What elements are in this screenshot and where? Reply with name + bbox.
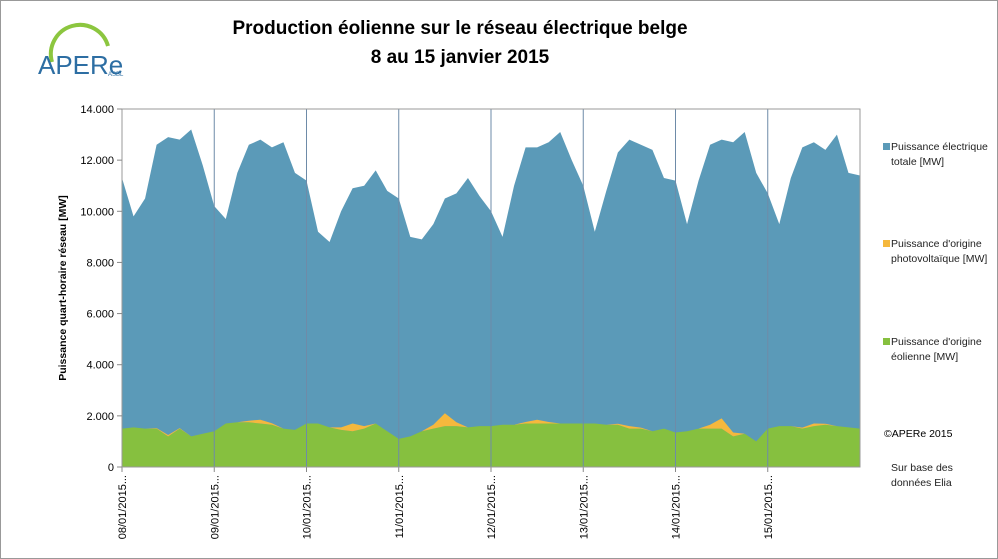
logo-sub: ASBL (108, 72, 124, 78)
y-tick-label: 2.000 (86, 411, 114, 423)
note: ©APERe 2015 (884, 428, 953, 440)
y-tick-label: 14.000 (80, 104, 114, 116)
legend-label: Puissance électrique totale [MW] (891, 141, 988, 168)
x-tick-label: 14/01/2015... (671, 475, 683, 539)
legend-swatch (883, 240, 890, 247)
legend-swatch (883, 338, 890, 345)
x-tick-label: 15/01/2015... (763, 475, 775, 539)
logo-arc (48, 22, 110, 63)
chart-subtitle: 8 au 15 janvier 2015 (371, 47, 550, 68)
y-tick-label: 0 (108, 462, 114, 474)
x-tick-label: 13/01/2015... (578, 475, 590, 539)
y-tick-label: 4.000 (86, 360, 114, 372)
x-tick-label: 11/01/2015... (394, 475, 406, 538)
x-tick-label: 09/01/2015... (209, 475, 221, 539)
y-tick-label: 10.000 (80, 206, 114, 218)
y-tick-label: 12.000 (80, 155, 114, 167)
x-tick-label: 12/01/2015... (486, 475, 498, 539)
note: Sur base des données Elia (891, 462, 953, 489)
y-tick-label: 6.000 (86, 309, 114, 321)
x-tick-label: 10/01/2015... (302, 475, 314, 539)
y-tick-label: 8.000 (86, 257, 114, 269)
logo: APERe (38, 50, 123, 80)
legend-swatch (883, 143, 890, 150)
x-tick-label: 08/01/2015... (117, 475, 129, 539)
y-axis-label: Puissance quart-horaire réseau [MW] (57, 195, 69, 381)
legend-label: Puissance d'origine éolienne [MW] (891, 336, 982, 363)
plot-border (121, 108, 861, 468)
legend-label: Puissance d'origine photovoltaïque [MW] (891, 238, 988, 265)
chart-title: Production éolienne sur le réseau électr… (232, 18, 687, 39)
area (122, 413, 860, 442)
